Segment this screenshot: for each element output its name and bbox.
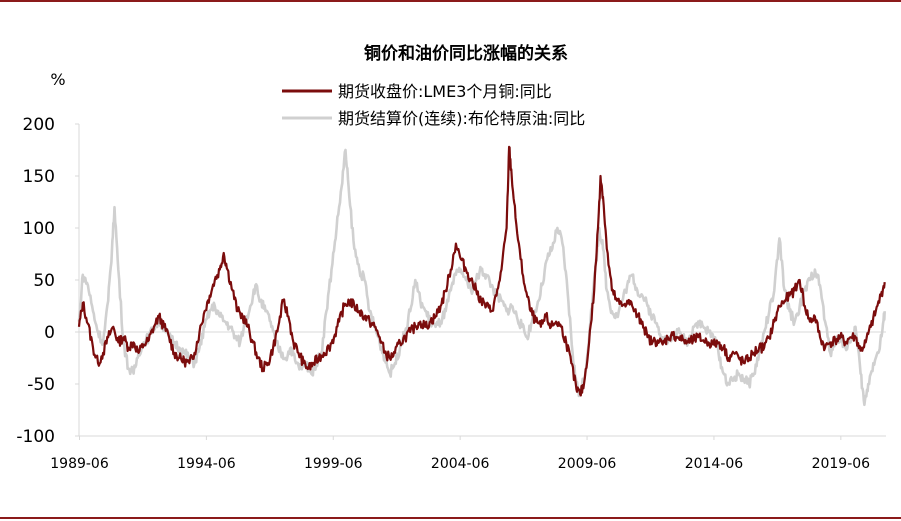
x-tick-label: 2009-06	[558, 456, 617, 472]
x-tick-label: 1989-06	[50, 456, 109, 472]
y-tick-label: 100	[23, 219, 55, 239]
y-tick-label: 200	[23, 115, 55, 135]
y-axis-unit: %	[50, 70, 65, 89]
series-line-copper	[77, 145, 886, 397]
x-tick-label: 2004-06	[431, 456, 490, 472]
top-border	[0, 0, 901, 2]
legend: 期货收盘价:LME3个月铜:同比 期货结算价(连续):布伦特原油:同比	[282, 82, 585, 128]
y-tick-label: 150	[23, 167, 55, 187]
y-tick-label: -100	[16, 427, 55, 447]
y-tick-label: -50	[27, 375, 55, 395]
x-tick-label: 1999-06	[304, 456, 363, 472]
axes: 200 150 100 50 0 -50 -100 1989-06 1994-06 1999-06…	[16, 115, 886, 472]
x-tick-label: 2014-06	[685, 456, 744, 472]
series-line-brent	[77, 148, 886, 407]
bottom-border	[0, 517, 901, 519]
series-layer	[77, 145, 886, 407]
x-tick-label: 1994-06	[177, 456, 236, 472]
chart-title: 铜价和油价同比涨幅的关系	[364, 43, 568, 64]
legend-label-brent: 期货结算价(连续):布伦特原油:同比	[338, 109, 585, 128]
x-tick-label: 2019-06	[812, 456, 871, 472]
legend-label-copper: 期货收盘价:LME3个月铜:同比	[338, 82, 552, 101]
y-tick-label: 50	[33, 271, 55, 291]
y-tick-label: 0	[44, 323, 55, 343]
